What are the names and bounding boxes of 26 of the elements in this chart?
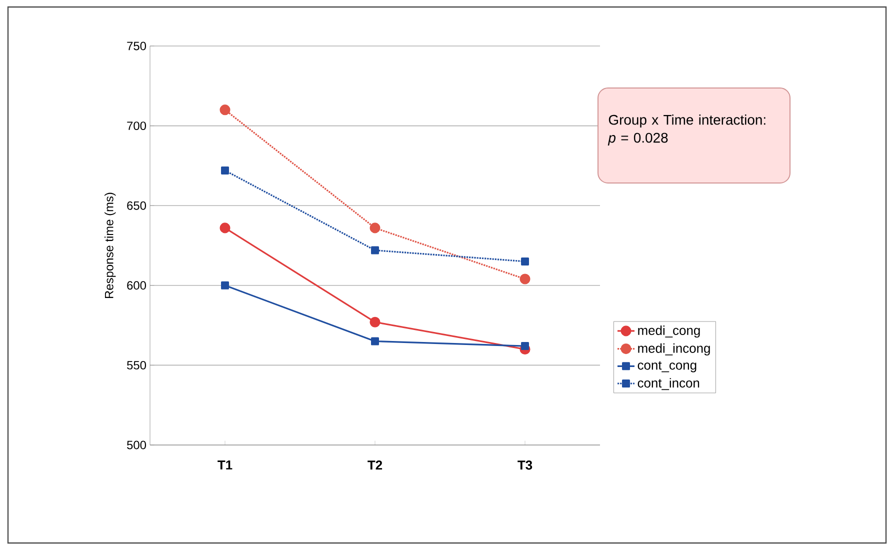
point <box>370 222 380 234</box>
point <box>371 337 379 346</box>
y-tick-label: 750 <box>127 42 146 50</box>
point <box>221 281 229 290</box>
y-tick-label: 650 <box>127 201 146 210</box>
point <box>370 316 380 328</box>
point <box>521 257 529 266</box>
y-tick-label: 700 <box>127 122 146 130</box>
point <box>521 342 529 350</box>
point <box>220 222 230 234</box>
y-tick-label: 500 <box>127 440 146 450</box>
y-axis-title: Response time (ms) <box>104 192 116 298</box>
point <box>220 104 230 116</box>
legend-label: medi_cong <box>638 325 700 338</box>
y-tick-label: 600 <box>127 281 146 290</box>
legend-label: cont_incon <box>638 378 700 390</box>
text: Group x Time interaction: p = 0.028 <box>608 114 766 146</box>
y-tick-label: 550 <box>127 360 146 370</box>
point <box>371 246 379 254</box>
legend-label: cont_cong <box>638 361 696 372</box>
legend-label: medi_incong <box>638 343 710 356</box>
x-tick-label: T1 <box>218 460 232 470</box>
point <box>221 166 229 174</box>
x-tick-label: T2 <box>368 460 382 470</box>
point <box>520 274 530 284</box>
x-tick-label: T3 <box>518 460 532 470</box>
